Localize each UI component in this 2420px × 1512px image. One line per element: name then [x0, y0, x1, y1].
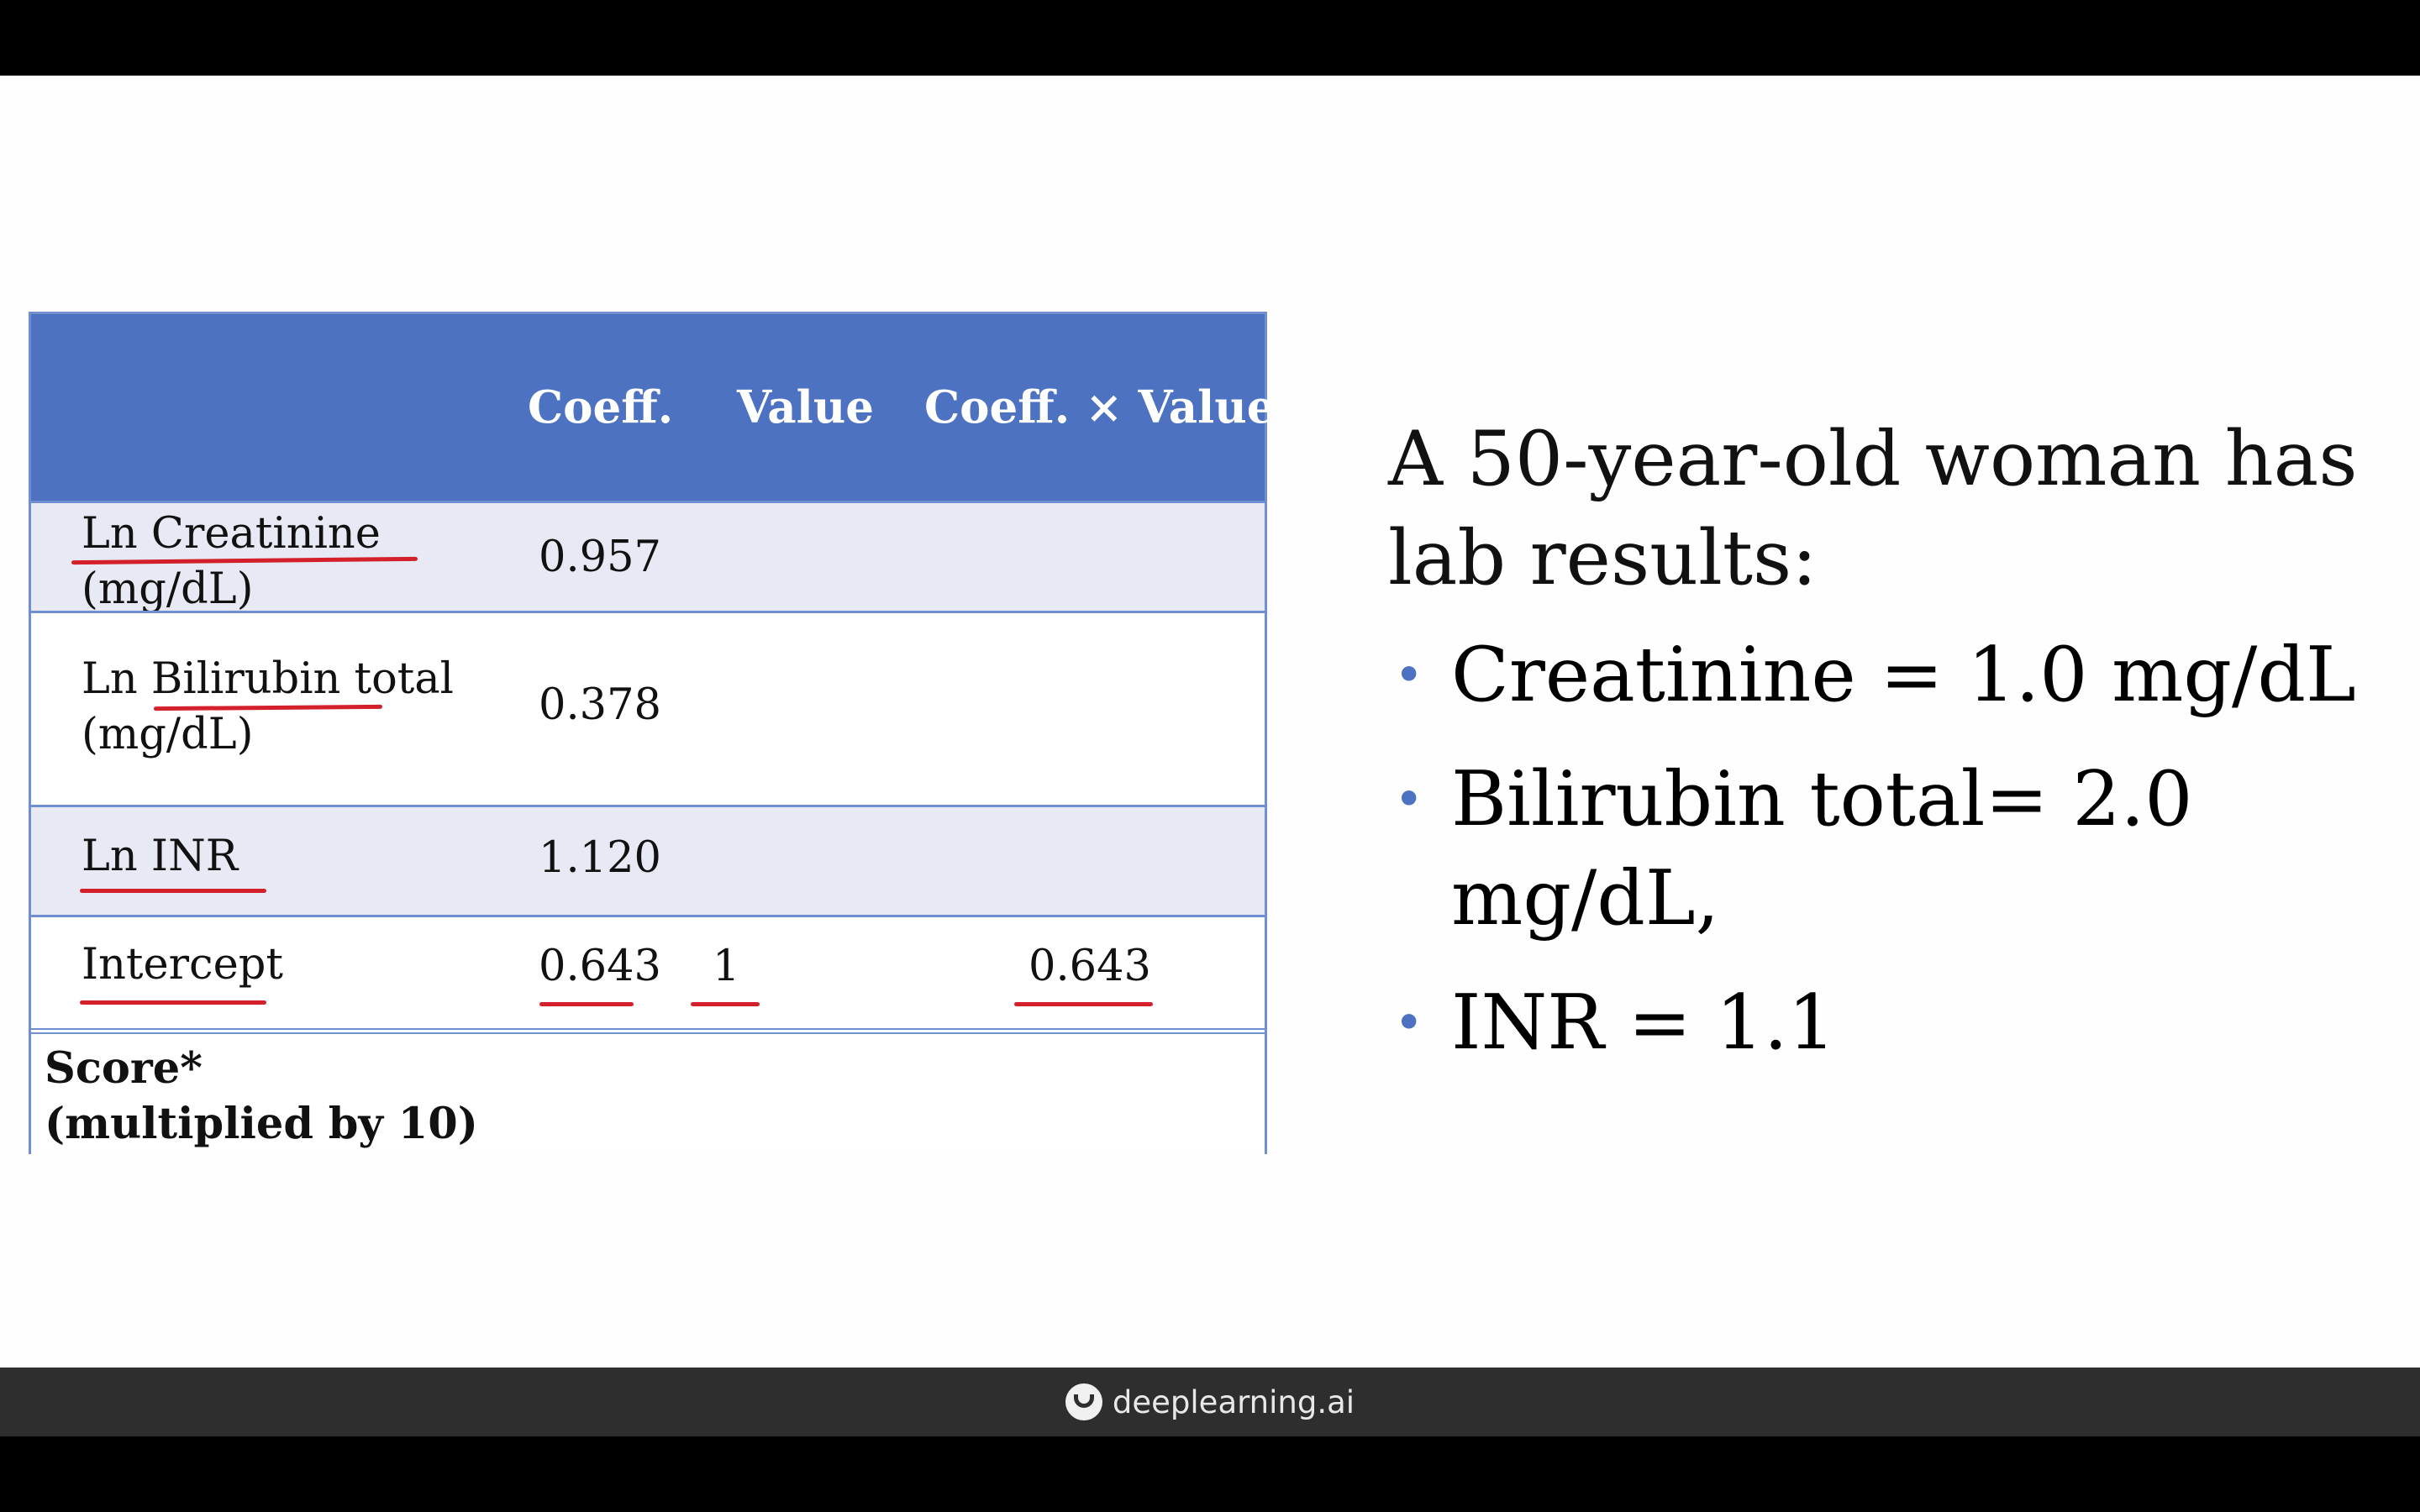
top-letterbox: [0, 0, 2420, 76]
brand-name: deeplearning.ai: [1112, 1383, 1355, 1420]
brand: deeplearning.ai: [1065, 1383, 1355, 1420]
bullet-line2: mg/dL,: [1451, 854, 1720, 942]
row-label: Ln INR: [82, 829, 238, 885]
row-label-line1: Ln Bilirubin total: [82, 654, 454, 704]
annotation-underline: [80, 889, 266, 893]
header-coeff-x-value: Coeff. × Value: [924, 381, 1276, 433]
bullet-line1: INR = 1.1: [1451, 979, 1836, 1067]
deeplearning-logo-icon: [1065, 1383, 1102, 1420]
table-row-intercept: Intercept 0.643 1 0.643: [31, 915, 1265, 1028]
score-line1: Score*: [45, 1043, 203, 1094]
row-label-line2: (mg/dL): [82, 710, 254, 759]
annotation-underline: [1014, 1002, 1153, 1006]
coeff-x-value-cell: 0.643: [1028, 942, 1152, 991]
list-item: • Bilirubin total= 2.0 mg/dL,: [1388, 750, 2354, 948]
score-line2: (multiplied by 10): [45, 1099, 478, 1149]
bullet-line1: Bilirubin total= 2.0: [1451, 755, 2193, 843]
question-line1: A 50-year-old woman has: [1388, 415, 2358, 503]
bullet-icon: •: [1394, 770, 1424, 829]
bottom-letterbox: [0, 1436, 2420, 1512]
annotation-underline: [539, 1002, 634, 1006]
bullet-line1: Creatinine = 1.0 mg/dL: [1451, 631, 2356, 719]
row-label: Intercept: [82, 937, 283, 993]
list-item: • INR = 1.1: [1388, 974, 2354, 1073]
row-label: Ln Bilirubin total (mg/dL): [82, 652, 454, 763]
header-value: Value: [737, 381, 874, 433]
score-label: Score* (multiplied by 10): [45, 1041, 478, 1152]
bullet-icon: •: [1394, 994, 1424, 1053]
header-coeff: Coeff.: [528, 381, 674, 433]
list-item: • Creatinine = 1.0 mg/dL: [1388, 626, 2356, 725]
row-label-line1: Ln Creatinine: [82, 509, 381, 559]
annotation-underline: [80, 1000, 266, 1005]
slide: Coeff. Value Coeff. × Value Ln Creatinin…: [0, 76, 2420, 1368]
row-label-line1: Ln INR: [82, 832, 239, 881]
annotation-underline: [691, 1002, 760, 1006]
footer-bar: deeplearning.ai: [0, 1368, 2420, 1436]
coeff-value: 0.643: [539, 942, 662, 991]
bullet-icon: •: [1394, 646, 1424, 705]
value-cell: 1: [713, 942, 740, 991]
lab-results-list: • Creatinine = 1.0 mg/dL • Bilirubin tot…: [1388, 626, 2356, 1098]
row-label: Ln Creatinine (mg/dL): [82, 507, 381, 617]
table-row-inr: Ln INR 1.120: [31, 805, 1265, 915]
table-row-bilirubin: Ln Bilirubin total (mg/dL) 0.378: [31, 611, 1265, 805]
coeff-value: 0.378: [539, 680, 662, 730]
coeff-value: 1.120: [539, 833, 662, 883]
table-row-score: Score* (multiplied by 10): [31, 1028, 1265, 1154]
coeff-value: 0.957: [539, 533, 662, 582]
table-header-row: Coeff. Value Coeff. × Value: [31, 314, 1276, 501]
coefficients-table: Coeff. Value Coeff. × Value Ln Creatinin…: [29, 312, 1276, 1154]
table-row-creatinine: Ln Creatinine (mg/dL) 0.957: [31, 501, 1265, 614]
row-label-line1: Intercept: [82, 940, 283, 990]
question-line2: lab results:: [1388, 514, 1818, 602]
row-label-line2: (mg/dL): [82, 564, 254, 614]
question-text: A 50-year-old woman has lab results:: [1388, 410, 2358, 608]
